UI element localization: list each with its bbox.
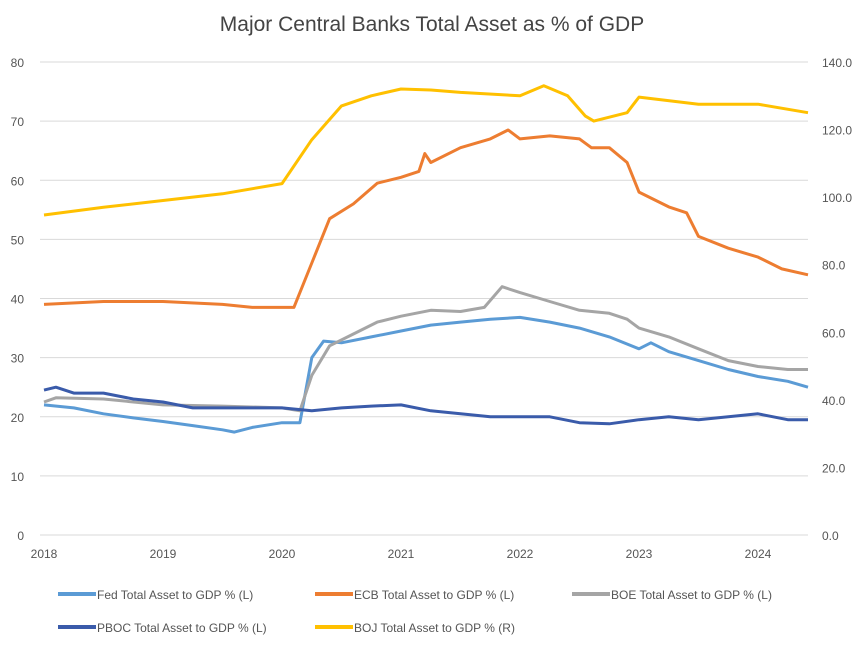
chart-title: Major Central Banks Total Asset as % of … bbox=[220, 13, 644, 36]
y-right-tick-label: 60.0 bbox=[822, 326, 846, 340]
y-left-tick-label: 60 bbox=[11, 174, 25, 188]
y-right-tick-label: 120.0 bbox=[822, 124, 852, 138]
x-tick-label: 2021 bbox=[388, 547, 415, 561]
series-line bbox=[43, 84, 809, 217]
y-right-tick-label: 20.0 bbox=[822, 461, 846, 475]
y-right-tick-label: 0.0 bbox=[822, 529, 839, 543]
y-right-tick-label: 80.0 bbox=[822, 259, 846, 273]
y-left-tick-label: 30 bbox=[11, 352, 25, 366]
series-line bbox=[43, 128, 809, 309]
y-right-tick-label: 100.0 bbox=[822, 191, 852, 205]
legend-item: ECB Total Asset to GDP % (L) bbox=[315, 588, 514, 602]
y-left-tick-label: 40 bbox=[11, 293, 25, 307]
x-tick-label: 2022 bbox=[507, 547, 534, 561]
y-left-tick-label: 70 bbox=[11, 115, 25, 129]
y-left-tick-label: 20 bbox=[11, 411, 25, 425]
legend-label: BOJ Total Asset to GDP % (R) bbox=[354, 621, 515, 635]
legend-label: Fed Total Asset to GDP % (L) bbox=[97, 588, 253, 602]
y-left-tick-label: 10 bbox=[11, 470, 25, 484]
y-right-tick-label: 140.0 bbox=[822, 56, 852, 70]
series-line bbox=[43, 285, 808, 413]
legend-label: PBOC Total Asset to GDP % (L) bbox=[97, 621, 267, 635]
y-left-tick-label: 0 bbox=[17, 529, 24, 543]
x-tick-label: 2019 bbox=[150, 547, 177, 561]
series-line bbox=[43, 385, 808, 426]
x-tick-label: 2023 bbox=[626, 547, 653, 561]
y-left-tick-label: 80 bbox=[11, 56, 25, 70]
legend-label: BOE Total Asset to GDP % (L) bbox=[611, 588, 772, 602]
x-tick-label: 2020 bbox=[269, 547, 296, 561]
series-line bbox=[43, 315, 809, 434]
legend-label: ECB Total Asset to GDP % (L) bbox=[354, 588, 514, 602]
legend-item: PBOC Total Asset to GDP % (L) bbox=[58, 621, 267, 635]
x-tick-label: 2018 bbox=[31, 547, 58, 561]
legend-item: Fed Total Asset to GDP % (L) bbox=[58, 588, 253, 602]
y-left-tick-label: 50 bbox=[11, 233, 25, 247]
legend-item: BOE Total Asset to GDP % (L) bbox=[572, 588, 772, 602]
legend-item: BOJ Total Asset to GDP % (R) bbox=[315, 621, 515, 635]
y-right-tick-label: 40.0 bbox=[822, 394, 846, 408]
x-tick-label: 2024 bbox=[745, 547, 772, 561]
